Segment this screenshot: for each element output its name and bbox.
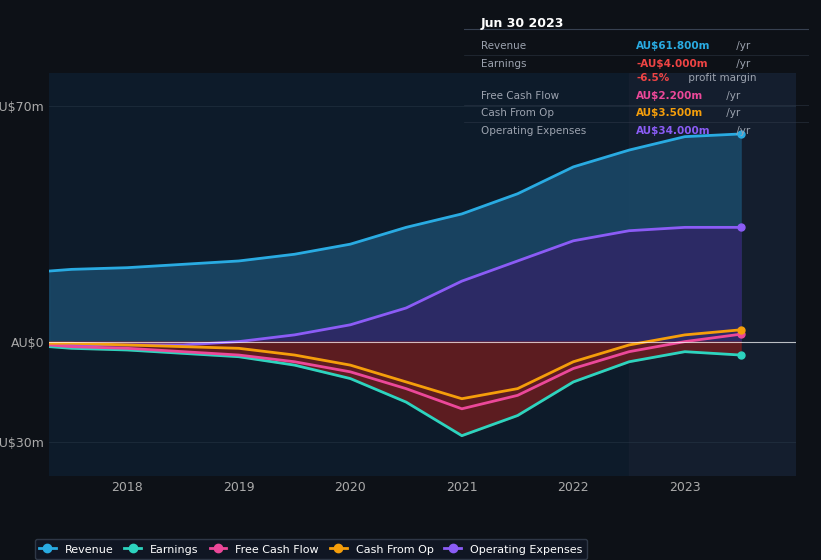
Text: Jun 30 2023: Jun 30 2023	[481, 17, 565, 30]
Text: /yr: /yr	[723, 91, 741, 101]
Text: /yr: /yr	[733, 59, 750, 69]
Text: AU$61.800m: AU$61.800m	[636, 41, 711, 52]
Text: Operating Expenses: Operating Expenses	[481, 126, 586, 136]
Text: -6.5%: -6.5%	[636, 73, 669, 83]
Text: Free Cash Flow: Free Cash Flow	[481, 91, 559, 101]
Text: AU$34.000m: AU$34.000m	[636, 126, 711, 136]
Text: Earnings: Earnings	[481, 59, 526, 69]
Text: AU$3.500m: AU$3.500m	[636, 108, 704, 118]
Bar	[629, 73, 796, 476]
Text: -AU$4.000m: -AU$4.000m	[636, 59, 708, 69]
Text: Cash From Op: Cash From Op	[481, 108, 554, 118]
Text: /yr: /yr	[733, 41, 750, 52]
Text: Revenue: Revenue	[481, 41, 526, 52]
Text: /yr: /yr	[723, 108, 741, 118]
Legend: Revenue, Earnings, Free Cash Flow, Cash From Op, Operating Expenses: Revenue, Earnings, Free Cash Flow, Cash …	[34, 539, 587, 559]
Text: profit margin: profit margin	[685, 73, 756, 83]
Text: AU$2.200m: AU$2.200m	[636, 91, 704, 101]
Text: /yr: /yr	[733, 126, 750, 136]
